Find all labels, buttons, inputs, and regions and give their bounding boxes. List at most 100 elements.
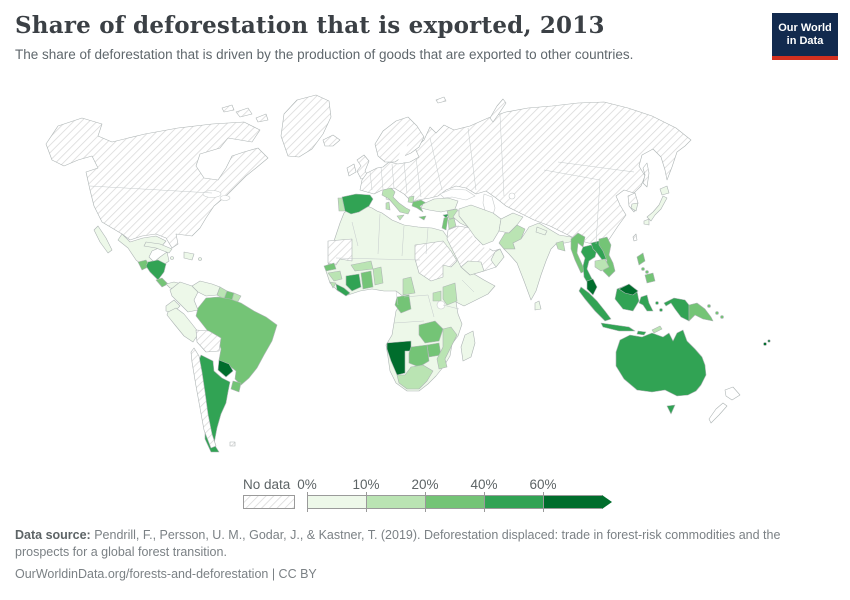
- country-australia[interactable]: [615, 329, 707, 397]
- country-japan-kyushu[interactable]: [643, 218, 650, 226]
- country-svalbard[interactable]: [435, 96, 447, 104]
- country-philippines-luzon[interactable]: [636, 252, 646, 266]
- country-iran[interactable]: [458, 204, 502, 246]
- country-namibia[interactable]: [386, 340, 412, 376]
- country-sierra-leone[interactable]: [329, 281, 337, 289]
- country-togo-benin[interactable]: [372, 266, 384, 286]
- country-sri-lanka[interactable]: [534, 300, 542, 311]
- country-sakhalin[interactable]: [642, 162, 650, 188]
- country-scandinavia[interactable]: [374, 116, 425, 163]
- country-baja[interactable]: [93, 225, 113, 254]
- legend-ramp-segment[interactable]: [543, 495, 602, 509]
- country-eurasia[interactable]: [359, 101, 692, 248]
- country-philippines-visayas-a[interactable]: [641, 267, 645, 271]
- country-liberia[interactable]: [335, 283, 351, 297]
- country-zambia[interactable]: [418, 320, 444, 344]
- owid-logo[interactable]: Our World in Data: [772, 13, 838, 60]
- country-jamaica[interactable]: [170, 256, 174, 260]
- country-senegal[interactable]: [323, 262, 337, 272]
- country-spain[interactable]: [341, 193, 374, 215]
- country-fiji-b[interactable]: [767, 339, 771, 343]
- country-malaysia-peninsular[interactable]: [586, 278, 598, 296]
- country-jordan[interactable]: [447, 217, 457, 230]
- country-solomon-a[interactable]: [715, 311, 719, 315]
- country-nepal[interactable]: [535, 226, 548, 236]
- country-uruguay[interactable]: [230, 380, 242, 393]
- country-ireland[interactable]: [346, 163, 357, 177]
- legend-ramp-segment[interactable]: [307, 495, 366, 509]
- country-italy[interactable]: [381, 187, 411, 215]
- country-maluku-b[interactable]: [659, 308, 663, 312]
- country-peru[interactable]: [166, 307, 200, 343]
- country-bangladesh[interactable]: [555, 240, 566, 252]
- country-papua-new-guinea[interactable]: [688, 302, 714, 322]
- country-new-britain[interactable]: [707, 304, 711, 308]
- country-india[interactable]: [503, 222, 575, 301]
- country-timor[interactable]: [651, 325, 663, 334]
- country-north-america[interactable]: [45, 117, 269, 249]
- country-guinea[interactable]: [327, 270, 343, 282]
- legend-ramp-segment[interactable]: [425, 495, 484, 509]
- country-falklands[interactable]: [229, 441, 236, 447]
- country-japan-hokkaido[interactable]: [659, 185, 670, 196]
- country-fiji-a[interactable]: [763, 342, 767, 346]
- country-ghana[interactable]: [360, 270, 374, 290]
- country-new-zealand-north[interactable]: [724, 386, 741, 401]
- country-chile[interactable]: [190, 347, 217, 449]
- country-cuba[interactable]: [143, 241, 173, 254]
- country-cyprus[interactable]: [442, 213, 450, 219]
- country-greenland[interactable]: [280, 94, 332, 158]
- country-lesser-sunda[interactable]: [636, 330, 647, 336]
- country-south-korea[interactable]: [630, 202, 639, 212]
- country-mexico[interactable]: [117, 233, 170, 269]
- footer-link[interactable]: OurWorldinData.org/forests-and-deforesta…: [15, 567, 317, 581]
- country-java[interactable]: [600, 322, 636, 332]
- country-tasmania[interactable]: [666, 404, 676, 415]
- country-maluku-a[interactable]: [655, 301, 659, 305]
- country-sicily[interactable]: [396, 214, 405, 221]
- country-west-papua[interactable]: [663, 297, 690, 322]
- country-sulawesi[interactable]: [638, 294, 654, 312]
- country-south-africa[interactable]: [396, 364, 434, 390]
- country-japan-honshu[interactable]: [646, 195, 668, 222]
- country-bolivia[interactable]: [195, 329, 222, 353]
- country-yemen[interactable]: [460, 260, 485, 276]
- country-cameroon[interactable]: [402, 276, 416, 296]
- country-cambodia[interactable]: [594, 258, 610, 272]
- country-solomon-b[interactable]: [720, 315, 724, 319]
- country-myanmar[interactable]: [570, 232, 586, 274]
- country-new-zealand-south[interactable]: [708, 402, 728, 424]
- country-greece[interactable]: [411, 199, 427, 213]
- country-sumatra[interactable]: [578, 286, 612, 322]
- country-sudan-region[interactable]: [414, 240, 458, 282]
- country-hispaniola[interactable]: [183, 251, 195, 261]
- country-cote-divoire[interactable]: [345, 273, 362, 292]
- country-honduras-nicaragua[interactable]: [145, 259, 167, 281]
- country-madagascar[interactable]: [460, 330, 476, 362]
- country-uganda[interactable]: [432, 290, 442, 302]
- country-costa-rica[interactable]: [155, 277, 169, 288]
- legend-ramp-segment[interactable]: [484, 495, 543, 509]
- country-mozambique[interactable]: [436, 326, 458, 370]
- country-lebanon-israel[interactable]: [441, 216, 449, 231]
- country-oman[interactable]: [490, 248, 505, 268]
- legend-no-data-swatch[interactable]: [243, 495, 295, 509]
- country-turkey[interactable]: [420, 197, 459, 213]
- country-paraguay[interactable]: [217, 359, 234, 378]
- country-western-sahara-mauritania[interactable]: [327, 238, 353, 266]
- country-crete[interactable]: [418, 215, 427, 221]
- country-arctic-b[interactable]: [235, 107, 253, 118]
- country-sardinia[interactable]: [385, 201, 391, 211]
- country-vietnam[interactable]: [598, 236, 616, 278]
- legend-ramp-segment[interactable]: [366, 495, 425, 509]
- country-philippines-visayas-b[interactable]: [645, 270, 649, 274]
- country-taiwan[interactable]: [632, 233, 638, 242]
- country-arctic-a[interactable]: [221, 104, 235, 113]
- country-colombia[interactable]: [169, 281, 199, 313]
- country-gabon-congo[interactable]: [394, 294, 412, 314]
- country-malaysia-borneo[interactable]: [618, 283, 639, 296]
- country-kenya[interactable]: [442, 282, 458, 306]
- country-philippines-mindanao[interactable]: [644, 272, 656, 284]
- country-burkina-faso[interactable]: [350, 260, 374, 272]
- country-iceland[interactable]: [322, 134, 341, 147]
